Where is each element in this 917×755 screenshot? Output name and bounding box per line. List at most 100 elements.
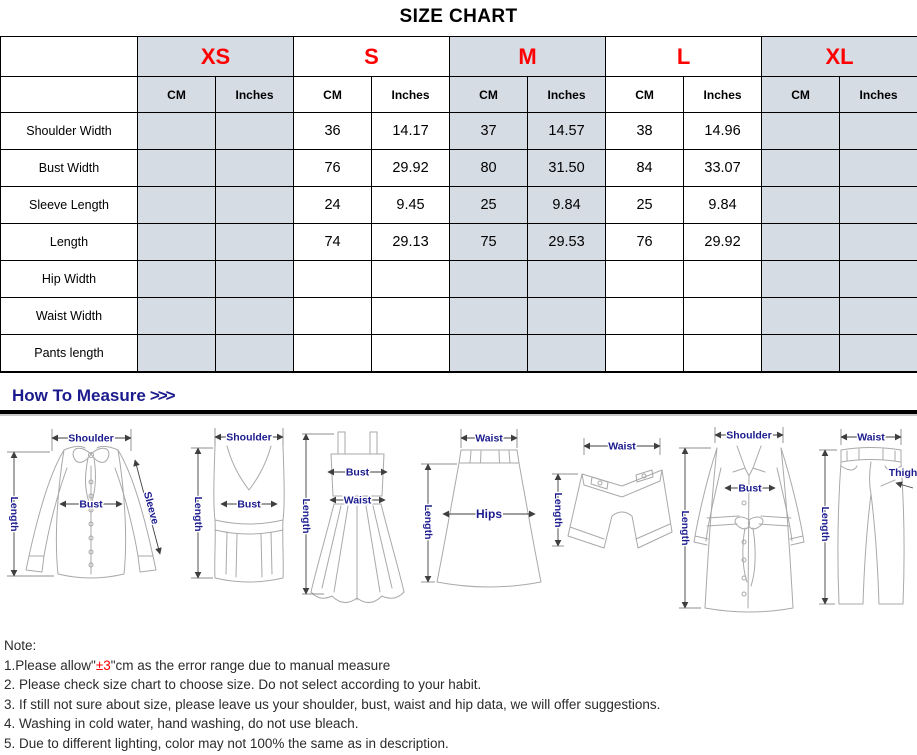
shorts-waist-label: Waist — [608, 441, 636, 453]
shorts-length-label: Length — [552, 493, 564, 528]
value-cell — [761, 223, 841, 261]
blouse-length-label: Length — [8, 497, 20, 532]
blouse-shoulder-label: Shoulder — [68, 433, 114, 445]
row-label: Bust Width — [0, 149, 138, 187]
value-cell — [761, 186, 841, 224]
figure-dress: Bust Waist Length — [300, 431, 405, 603]
unit-header: CM — [137, 76, 216, 113]
note-1-prefix: 1.Please allow" — [4, 657, 96, 673]
how-to-measure-label: How To Measure — [12, 386, 146, 405]
value-cell: 29.53 — [527, 223, 607, 261]
table-row: Hip Width — [0, 260, 917, 298]
row-label: Length — [0, 223, 138, 261]
value-cell — [137, 112, 216, 150]
page-title: SIZE CHART — [399, 6, 518, 27]
value-cell: 76 — [605, 223, 685, 261]
value-cell — [214, 334, 295, 373]
tank-bust-label: Bust — [237, 499, 261, 511]
size-chart-table: XS S M L XL CM Inches CM Inches CM Inches CM Inches C… — [0, 36, 917, 373]
value-cell: 14.57 — [527, 112, 607, 150]
value-cell — [371, 297, 451, 335]
value-cell — [527, 297, 607, 335]
figure-skirt: Waist Hips Length — [421, 429, 542, 588]
unit-header: CM — [605, 76, 685, 113]
value-cell — [137, 334, 216, 373]
figure-blouse: Shoulder Bust Length Sleeve — [7, 429, 162, 579]
note-line-2: 2. Please check size chart to choose siz… — [4, 677, 482, 693]
pants-length-label: Length — [819, 507, 831, 542]
value-cell — [761, 334, 841, 373]
value-cell: 29.13 — [371, 223, 451, 261]
coat-length-label: Length — [679, 511, 691, 546]
value-cell: 74 — [293, 223, 373, 261]
row-label: Hip Width — [0, 260, 138, 298]
value-cell: 75 — [449, 223, 529, 261]
table-row: Bust Width 76 29.92 80 31.50 84 33.07 — [0, 149, 917, 187]
value-cell: 14.96 — [683, 112, 763, 150]
value-cell: 38 — [605, 112, 685, 150]
unit-header: CM — [761, 76, 841, 113]
value-cell — [761, 260, 841, 298]
value-cell — [839, 260, 917, 298]
unit-header: Inches — [371, 76, 451, 113]
figure-shorts: Waist Length — [551, 438, 673, 549]
note-line-4: 4. Washing in cold water, hand washing, … — [4, 716, 359, 732]
value-cell — [293, 334, 373, 373]
skirt-waist-label: Waist — [475, 433, 503, 445]
note-1-tolerance: ±3 — [95, 657, 111, 673]
value-cell — [449, 297, 529, 335]
value-cell: 24 — [293, 186, 373, 224]
value-cell — [839, 334, 917, 373]
unit-header: Inches — [839, 76, 917, 113]
row-label: Waist Width — [0, 297, 138, 335]
unit-header: Inches — [527, 76, 607, 113]
value-cell: 14.17 — [371, 112, 451, 150]
pants-waist-label: Waist — [857, 432, 885, 444]
value-cell — [137, 297, 216, 335]
value-cell — [371, 260, 451, 298]
note-line-5: 5. Due to different lighting, color may … — [4, 735, 449, 751]
value-cell: 31.50 — [527, 149, 607, 187]
value-cell: 80 — [449, 149, 529, 187]
how-to-measure-heading: How To Measure >>> — [12, 386, 917, 406]
table-row: Pants length — [0, 334, 917, 373]
dress-length-label: Length — [300, 499, 312, 534]
value-cell: 25 — [449, 186, 529, 224]
pants-thigh-label: Thigh — [889, 467, 917, 479]
note-1-suffix: "cm as the error range due to manual mea… — [110, 657, 391, 673]
unit-header: Inches — [214, 76, 295, 113]
size-header-m: M — [449, 36, 607, 77]
table-row: Shoulder Width 36 14.17 37 14.57 38 14.96 — [0, 112, 917, 150]
value-cell — [137, 223, 216, 261]
tank-length-label: Length — [192, 497, 204, 532]
tank-shoulder-label: Shoulder — [226, 432, 272, 444]
value-cell — [839, 223, 917, 261]
dress-waist-label: Waist — [344, 495, 372, 507]
row-label: Pants length — [0, 334, 138, 373]
value-cell — [137, 149, 216, 187]
value-cell: 9.84 — [527, 186, 607, 224]
value-cell — [214, 260, 295, 298]
value-cell: 36 — [293, 112, 373, 150]
unit-header: Inches — [683, 76, 763, 113]
value-cell — [683, 334, 763, 373]
value-cell — [214, 112, 295, 150]
value-cell — [527, 334, 607, 373]
unit-header: CM — [293, 76, 373, 113]
value-cell — [761, 112, 841, 150]
value-cell — [293, 297, 373, 335]
table-row: Length 74 29.13 75 29.53 76 29.92 — [0, 223, 917, 261]
size-header-l: L — [605, 36, 763, 77]
note-line-1: 1.Please allow"±3"cm as the error range … — [4, 656, 917, 676]
note-line-3: 3. If still not sure about size, please … — [4, 696, 661, 712]
unit-header: CM — [449, 76, 529, 113]
size-header-s: S — [293, 36, 451, 77]
value-cell: 29.92 — [683, 223, 763, 261]
corner-cell — [0, 36, 138, 77]
row-label: Sleeve Length — [0, 186, 138, 224]
corner-cell-2 — [0, 76, 138, 113]
triple-chevron-icon: >>> — [149, 386, 176, 405]
value-cell — [214, 186, 295, 224]
value-cell — [371, 334, 451, 373]
coat-bust-label: Bust — [738, 483, 762, 495]
